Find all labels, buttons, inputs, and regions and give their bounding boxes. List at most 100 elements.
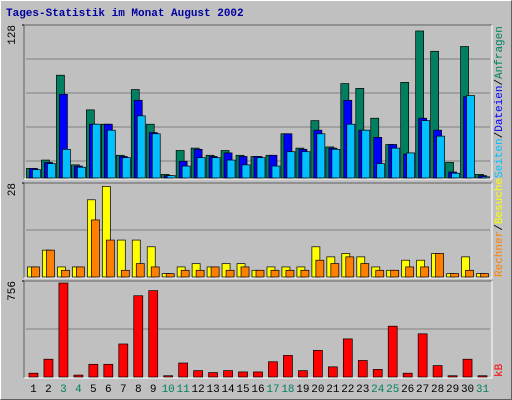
bar: [390, 269, 400, 278]
legend: Seiten/Dateien/Anfragen: [494, 26, 506, 178]
x-tick-label: 13: [206, 384, 219, 396]
x-tick-label: 25: [386, 384, 399, 396]
bar: [28, 372, 39, 378]
x-tick-label: 7: [120, 384, 127, 396]
bar: [316, 133, 326, 179]
chart-title: Tages-Statistik im Monat August 2002: [6, 8, 244, 20]
bar: [346, 123, 356, 179]
bar: [105, 239, 115, 278]
bar: [136, 115, 146, 179]
legend-entry: kB: [494, 363, 506, 377]
bar: [120, 269, 130, 278]
bar: [376, 163, 386, 179]
bar: [436, 135, 445, 179]
bar: [327, 366, 338, 378]
bar: [43, 358, 54, 378]
y-tick-label: 756: [7, 281, 19, 301]
bar: [226, 159, 236, 179]
legend-separator: /: [494, 224, 506, 231]
bar: [225, 269, 235, 278]
bar: [375, 269, 385, 278]
bar: [135, 263, 145, 278]
x-tick-label: 8: [135, 384, 142, 396]
bar: [357, 360, 368, 378]
bar: [148, 290, 159, 378]
bar: [196, 157, 206, 179]
bar: [361, 129, 371, 179]
bar: [92, 123, 101, 179]
x-tick-label: 29: [446, 384, 459, 396]
x-tick-label: 9: [150, 384, 157, 396]
bar: [465, 269, 474, 278]
legend-entry: Anfragen: [494, 26, 506, 79]
bar: [223, 370, 233, 378]
bar: [163, 375, 174, 378]
legend-separator: /: [494, 79, 506, 86]
bar: [313, 349, 323, 378]
bar: [241, 164, 251, 179]
legend-entry: Dateien: [494, 86, 506, 132]
x-tick-label: 26: [401, 384, 414, 396]
bar: [210, 266, 220, 278]
x-tick-label: 20: [311, 384, 324, 396]
bar: [301, 151, 311, 179]
x-tick-label: 17: [266, 384, 279, 396]
bar: [420, 266, 429, 278]
y-tick-label: 28: [7, 183, 19, 196]
bar: [300, 269, 310, 278]
bar: [268, 361, 278, 378]
bar: [88, 363, 99, 378]
x-tick-label: 23: [356, 384, 369, 396]
bar: [195, 269, 205, 278]
bar: [46, 249, 55, 278]
x-tick-label: 31: [476, 384, 490, 396]
bar: [91, 219, 100, 278]
x-tick-label: 19: [296, 384, 309, 396]
x-tick-label: 12: [192, 384, 205, 396]
legend-entry: Rechner: [494, 231, 506, 277]
bar: [477, 375, 488, 378]
legend-entry: Seiten: [494, 138, 506, 178]
x-tick-label: 11: [177, 384, 191, 396]
bar: [166, 175, 176, 179]
bar: [180, 269, 190, 278]
x-tick-label: 22: [341, 384, 354, 396]
x-tick-label: 10: [162, 384, 175, 396]
bar: [240, 266, 250, 278]
legend-entry: Besuche: [494, 178, 506, 224]
bar: [103, 363, 114, 378]
panel-border: [24, 281, 493, 379]
bar: [256, 157, 266, 179]
bar: [480, 273, 489, 278]
bar: [271, 165, 281, 179]
bar: [62, 148, 71, 179]
bar: [285, 269, 295, 278]
bar: [211, 157, 221, 179]
bar: [402, 372, 413, 378]
bar: [283, 355, 293, 378]
bar: [330, 263, 340, 278]
bar: [342, 338, 353, 378]
bar: [270, 269, 280, 278]
legend: kB: [494, 363, 506, 377]
bar: [405, 266, 415, 278]
bar: [150, 266, 160, 278]
bar: [133, 295, 144, 378]
bar: [372, 369, 383, 378]
bar: [286, 151, 296, 179]
x-tick-label: 15: [236, 384, 249, 396]
bar: [450, 273, 459, 278]
x-tick-label: 16: [251, 384, 264, 396]
bar: [208, 372, 218, 378]
x-tick-label: 5: [90, 384, 97, 396]
y-tick-label: 128: [7, 25, 19, 45]
bar: [77, 166, 86, 179]
bar: [178, 362, 189, 378]
bar: [421, 120, 430, 179]
bar: [181, 165, 191, 179]
x-tick-label: 3: [60, 384, 67, 396]
bar: [387, 325, 398, 378]
